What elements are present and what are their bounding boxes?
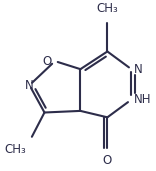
Text: O: O: [103, 154, 112, 167]
Text: N: N: [134, 63, 142, 76]
Text: NH: NH: [134, 93, 151, 106]
Text: CH₃: CH₃: [97, 2, 118, 15]
Text: O: O: [43, 55, 52, 68]
Text: N: N: [25, 79, 34, 92]
Text: CH₃: CH₃: [5, 143, 27, 156]
